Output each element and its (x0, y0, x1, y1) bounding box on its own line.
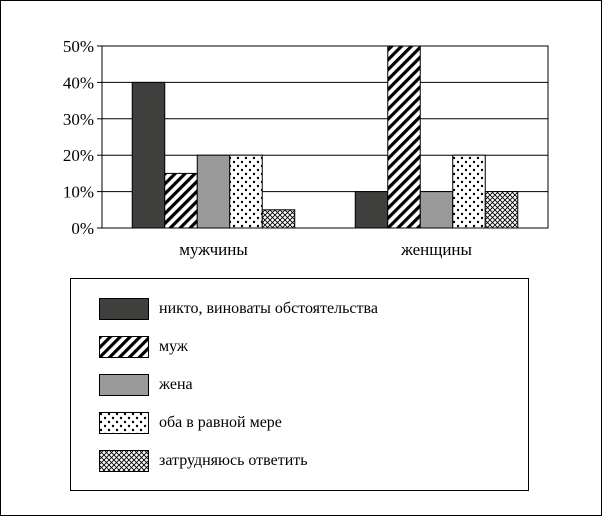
legend-item: жена (99, 373, 193, 397)
legend-swatch (99, 298, 149, 320)
y-tick-label: 40% (63, 73, 94, 92)
legend-label: муж (159, 338, 188, 355)
legend-item: затрудняюсь ответить (99, 449, 308, 473)
y-tick-label: 50% (63, 37, 94, 56)
bar (452, 154, 486, 229)
bar (196, 154, 231, 229)
bar (484, 191, 519, 229)
legend-item: оба в равной мере (99, 411, 282, 435)
bar (354, 191, 389, 229)
legend-label: затрудняюсь ответить (159, 452, 308, 469)
legend-swatch-fill (99, 412, 149, 434)
bar (261, 209, 296, 229)
bar (131, 81, 166, 229)
legend-swatch (99, 336, 149, 358)
legend-swatch (99, 374, 149, 396)
legend-swatch-fill (99, 450, 149, 472)
bar (229, 154, 263, 229)
bar (387, 45, 421, 229)
legend-label: оба в равной мере (159, 414, 282, 431)
legend-swatch-fill (99, 336, 149, 358)
x-category-label: мужчины (179, 240, 248, 259)
legend: никто, виноваты обстоятельства муж жена оба… (70, 278, 529, 491)
legend-item: никто, виноваты обстоятельства (99, 297, 378, 321)
y-tick-label: 0% (71, 219, 94, 238)
y-tick-label: 10% (63, 183, 94, 202)
x-category-label: женщины (400, 240, 472, 259)
legend-swatch-fill (99, 298, 149, 320)
legend-label: жена (159, 376, 193, 393)
y-tick-label: 30% (63, 110, 94, 129)
legend-swatch (99, 412, 149, 434)
legend-swatch-fill (99, 374, 149, 396)
plot-frame (101, 45, 549, 229)
y-tick-label: 20% (63, 146, 94, 165)
legend-label: никто, виноваты обстоятельства (159, 300, 378, 317)
legend-swatch (99, 450, 149, 472)
legend-item: муж (99, 335, 188, 359)
bar (419, 191, 454, 229)
bar (164, 172, 198, 229)
